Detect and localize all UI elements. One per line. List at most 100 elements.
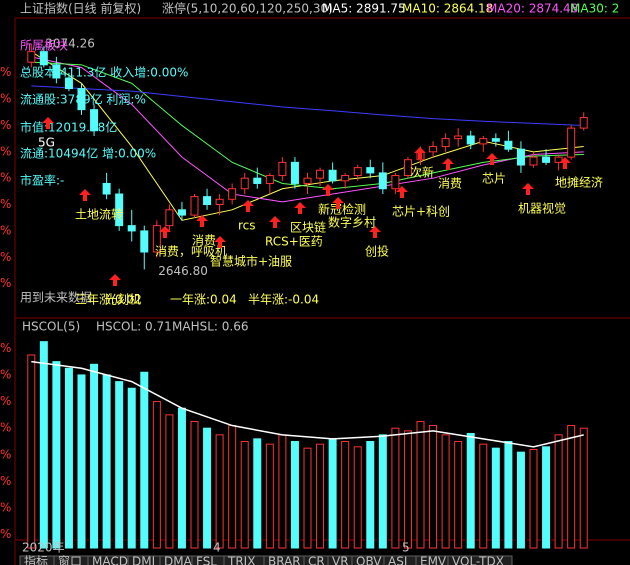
signal-arrow <box>559 157 571 169</box>
y-tick-label: % <box>0 276 11 290</box>
bar <box>466 433 475 549</box>
bar <box>328 438 337 549</box>
candle-body <box>90 109 99 132</box>
signal-arrow <box>42 117 54 129</box>
tab-label[interactable]: VR <box>332 555 349 565</box>
candle-body <box>479 138 488 145</box>
time-label: 4 <box>213 541 221 555</box>
signal-arrow <box>196 215 208 227</box>
candle-body <box>391 175 400 190</box>
candle-body <box>328 169 337 182</box>
stat-text: 一年涨:0.04 <box>170 292 237 307</box>
bar <box>165 414 174 549</box>
bar <box>52 361 61 549</box>
y-tick-label: % <box>0 447 11 461</box>
candle-body <box>190 196 199 216</box>
bar <box>278 434 287 549</box>
signal-arrow <box>242 200 254 212</box>
bar <box>190 421 199 549</box>
candle-body <box>278 161 287 177</box>
bar <box>516 451 525 549</box>
signal-arrow <box>109 274 121 286</box>
candle-body <box>64 77 73 90</box>
panel-label: HSCOL: 0.71 <box>96 320 172 334</box>
bar <box>491 447 500 549</box>
bar <box>253 438 262 549</box>
y-tick-label: % <box>0 144 11 158</box>
candle-body <box>516 148 525 166</box>
stat-text: 三年涨:0.02 <box>75 292 142 307</box>
tab-label[interactable]: TRIX <box>227 555 255 565</box>
annotation: 光刻机 <box>105 293 141 307</box>
candle-body <box>353 167 362 177</box>
tab-label[interactable]: BRAR <box>268 555 301 565</box>
annotation: rcs <box>238 219 256 233</box>
candle-body <box>228 188 237 200</box>
annotation: 芯片 <box>482 172 506 186</box>
bar <box>542 446 551 549</box>
bar <box>391 427 400 549</box>
candle-body <box>491 138 500 142</box>
panel-title: HSCOL(5) <box>22 320 80 334</box>
tab-label[interactable]: FSL <box>196 555 217 565</box>
y-tick-label: % <box>0 341 11 355</box>
tab-label[interactable]: 指标 <box>24 554 48 565</box>
signal-arrow <box>522 183 534 195</box>
candle-body <box>165 209 174 227</box>
bar <box>265 443 274 549</box>
candle-body <box>466 135 475 145</box>
tab-label[interactable]: MACD <box>92 555 128 565</box>
bar <box>353 446 362 549</box>
candle-body <box>542 156 551 163</box>
candle-body <box>127 225 136 232</box>
candle-body <box>567 127 576 158</box>
tab-label[interactable]: ASI <box>388 555 407 565</box>
bar <box>579 427 588 549</box>
bar <box>240 441 249 549</box>
candle-body <box>39 51 48 66</box>
annotation: 区块链 <box>290 220 326 235</box>
annotation: 消费 <box>438 177 462 191</box>
annotation: 土地流转 <box>75 207 123 222</box>
signal-arrow <box>486 153 498 165</box>
y-tick-label: % <box>0 92 11 106</box>
tab-label[interactable]: DMI <box>132 555 155 565</box>
bar <box>403 430 412 549</box>
bar <box>378 434 387 549</box>
candle-body <box>77 88 86 111</box>
y-tick-label: % <box>0 171 11 185</box>
bar <box>39 341 48 549</box>
candle-body <box>253 177 262 184</box>
signal-arrow <box>322 184 334 196</box>
tab-label[interactable]: DMA <box>164 555 193 565</box>
candle-body <box>152 225 161 253</box>
signal-arrow <box>294 202 306 214</box>
bar <box>341 441 350 549</box>
info-text: 总股本:411.3亿 收入增:0.00% <box>20 65 188 80</box>
y-tick-label: % <box>0 250 11 264</box>
tab-label[interactable]: CR <box>308 555 325 565</box>
signal-arrow <box>442 158 454 170</box>
signal-arrow <box>332 197 344 209</box>
tab-label[interactable]: 窗口 <box>58 555 82 565</box>
bar <box>64 367 73 549</box>
candle-body <box>240 177 249 190</box>
stat-text: 半年涨:-0.04 <box>248 292 319 307</box>
bar <box>77 374 86 549</box>
annotation: 次新 <box>410 165 434 180</box>
bar <box>102 374 111 549</box>
bar <box>554 434 563 549</box>
bar <box>115 381 124 549</box>
candle-body <box>378 172 387 190</box>
signal-arrow <box>269 216 281 228</box>
tab-label[interactable]: VOL-TDX <box>452 555 504 565</box>
signal-arrow <box>159 226 171 238</box>
tab-label[interactable]: EMV <box>420 555 447 565</box>
candle-body <box>290 161 299 184</box>
bar <box>454 441 463 549</box>
candle-body <box>177 209 186 216</box>
y-tick-label: % <box>0 197 11 211</box>
high-label: 3074.26 <box>45 37 95 51</box>
tab-label[interactable]: OBV <box>356 555 382 565</box>
